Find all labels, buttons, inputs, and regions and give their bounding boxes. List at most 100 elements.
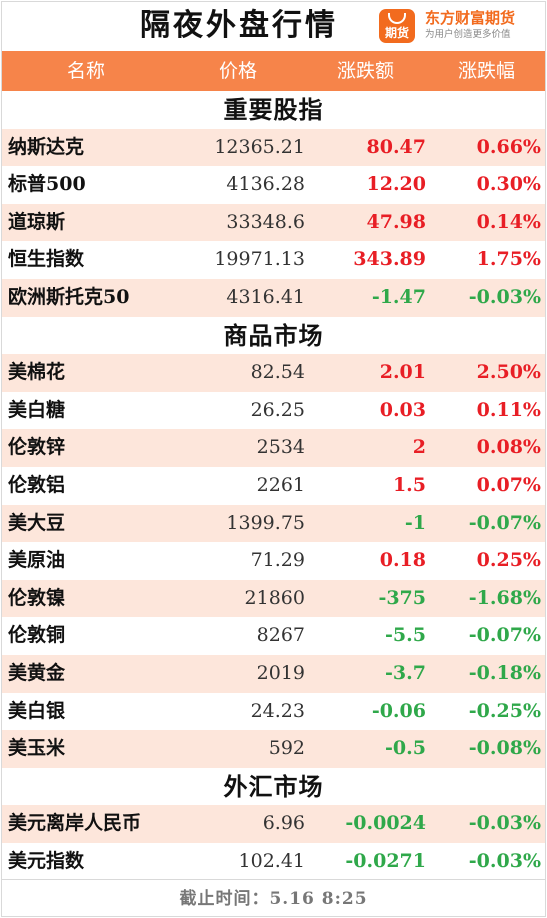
table-row: 伦敦铜 8267 -5.5 -0.07% xyxy=(2,617,545,655)
instrument-name: 伦敦铝 xyxy=(8,473,66,496)
price-change: -3.7 xyxy=(385,661,426,684)
percent-change: -0.03% xyxy=(468,812,541,835)
price-change: -1.47 xyxy=(371,285,426,308)
page-title: 隔夜外盘行情 xyxy=(140,8,338,43)
instrument-name: 伦敦锌 xyxy=(8,436,66,459)
column-pct-header: 涨跌幅 xyxy=(458,60,516,82)
instrument-price: 2261 xyxy=(256,473,305,496)
instrument-price: 19971.13 xyxy=(214,248,305,271)
percent-change: 0.11% xyxy=(476,398,541,421)
brand-name: 东方财富期货 xyxy=(425,9,516,27)
section-title: 商品市场 xyxy=(2,316,545,355)
instrument-price: 21860 xyxy=(244,586,305,609)
instrument-name: 美原油 xyxy=(8,549,66,572)
table-row: 纳斯达克 12365.21 80.47 0.66% xyxy=(2,128,545,167)
price-change: 0.18 xyxy=(379,549,426,572)
column-change-header: 涨跌额 xyxy=(337,60,395,82)
instrument-price: 2019 xyxy=(256,661,305,684)
instrument-name: 美玉米 xyxy=(8,737,66,760)
percent-change: 2.50% xyxy=(476,361,541,384)
instrument-name: 伦敦镍 xyxy=(8,586,66,609)
instrument-price: 102.41 xyxy=(238,849,305,872)
price-change: 80.47 xyxy=(366,135,427,158)
percent-change: 0.08% xyxy=(476,436,541,459)
instrument-name: 欧洲斯托克50 xyxy=(8,285,130,308)
price-change: -0.0024 xyxy=(345,812,426,835)
instrument-name: 美大豆 xyxy=(8,511,66,534)
price-change: 2 xyxy=(412,436,426,459)
table-row: 伦敦锌 2534 2 0.08% xyxy=(2,429,545,467)
instrument-price: 12365.21 xyxy=(214,135,305,158)
table-row: 美白糖 26.25 0.03 0.11% xyxy=(2,392,545,430)
percent-change: 0.07% xyxy=(476,473,541,496)
instrument-name: 恒生指数 xyxy=(8,248,85,271)
percent-change: 0.14% xyxy=(476,210,541,233)
price-change: 2.01 xyxy=(379,361,426,384)
instrument-name: 美元指数 xyxy=(8,849,85,872)
instrument-price: 4136.28 xyxy=(226,173,305,196)
table-row: 恒生指数 19971.13 343.89 1.75% xyxy=(2,241,545,279)
instrument-name: 美白银 xyxy=(8,699,66,722)
price-change: 47.98 xyxy=(366,210,427,233)
section-title: 重要股指 xyxy=(2,91,545,129)
instrument-price: 6.96 xyxy=(262,812,305,835)
price-change: -0.5 xyxy=(385,737,426,760)
quote-table: 重要股指 纳斯达克 12365.21 80.47 0.66% 标普500 4136.28 12… xyxy=(2,91,545,880)
price-change: -5.5 xyxy=(385,624,426,647)
instrument-price: 1399.75 xyxy=(226,511,305,534)
instrument-price: 592 xyxy=(268,737,305,760)
table-row: 伦敦铝 2261 1.5 0.07% xyxy=(2,467,545,505)
instrument-name: 伦敦铜 xyxy=(8,624,66,647)
table-row: 标普500 4136.28 12.20 0.30% xyxy=(2,166,545,204)
instrument-price: 71.29 xyxy=(250,549,305,572)
percent-change: -0.08% xyxy=(468,737,541,760)
price-change: 343.89 xyxy=(353,248,426,271)
price-change: -0.0271 xyxy=(345,849,426,872)
price-change: -0.06 xyxy=(371,699,426,722)
futures-app-icon: 期货 xyxy=(379,9,415,43)
instrument-price: 33348.6 xyxy=(226,210,305,233)
column-name-header: 名称 xyxy=(67,60,106,82)
table-row: 美黄金 2019 -3.7 -0.18% xyxy=(2,654,545,693)
instrument-name: 美白糖 xyxy=(8,398,66,421)
table-row: 美白银 24.23 -0.06 -0.25% xyxy=(2,693,545,731)
percent-change: -0.03% xyxy=(468,285,541,308)
price-change: 12.20 xyxy=(366,173,427,196)
instrument-name: 美元离岸人民币 xyxy=(8,812,142,835)
section-title: 外汇市场 xyxy=(2,767,545,806)
table-row: 伦敦镍 21860 -375 -1.68% xyxy=(2,579,545,618)
percent-change: -1.68% xyxy=(468,586,541,609)
table-row: 美原油 71.29 0.18 0.25% xyxy=(2,542,545,580)
brand-slogan: 为用户创造更多价值 xyxy=(425,29,511,40)
percent-change: -0.18% xyxy=(468,661,541,684)
price-change: 1.5 xyxy=(392,473,426,496)
table-row: 美玉米 592 -0.5 -0.08% xyxy=(2,730,545,768)
instrument-price: 4316.41 xyxy=(226,285,305,308)
instrument-name: 美黄金 xyxy=(8,661,66,684)
percent-change: -0.03% xyxy=(468,849,541,872)
instrument-price: 24.23 xyxy=(250,699,305,722)
instrument-name: 标普500 xyxy=(8,173,86,196)
instrument-price: 2534 xyxy=(256,436,305,459)
percent-change: 0.25% xyxy=(476,549,541,572)
table-row: 美棉花 82.54 2.01 2.50% xyxy=(2,354,545,392)
instrument-name: 道琼斯 xyxy=(8,210,66,233)
table-row: 欧洲斯托克50 4316.41 -1.47 -0.03% xyxy=(2,278,545,317)
instrument-price: 8267 xyxy=(256,624,305,647)
percent-change: 0.66% xyxy=(476,135,541,158)
cutoff-time: 截止时间：5.16 8:25 xyxy=(2,879,545,917)
table-row: 美元指数 102.41 -0.0271 -0.03% xyxy=(2,843,545,881)
instrument-price: 26.25 xyxy=(250,398,305,421)
price-change: 0.03 xyxy=(379,398,426,421)
column-price-header: 价格 xyxy=(219,60,258,82)
table-row: 道琼斯 33348.6 47.98 0.14% xyxy=(2,203,545,242)
percent-change: 1.75% xyxy=(476,248,541,271)
instrument-price: 82.54 xyxy=(250,361,305,384)
percent-change: -0.25% xyxy=(468,699,541,722)
table-header: 名称 价格 涨跌额 涨跌幅 xyxy=(2,51,545,91)
table-row: 美大豆 1399.75 -1 -0.07% xyxy=(2,504,545,543)
header: 隔夜外盘行情 期货 东方财富期货 为用户创造更多价值 xyxy=(2,2,545,49)
price-change: -1 xyxy=(404,511,426,534)
percent-change: 0.30% xyxy=(476,173,541,196)
